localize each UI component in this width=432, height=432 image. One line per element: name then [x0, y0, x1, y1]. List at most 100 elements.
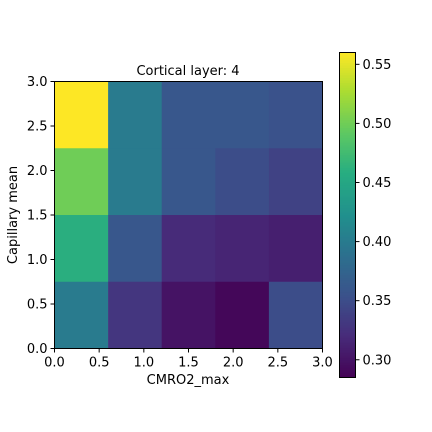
colorbar-segment [339, 300, 356, 303]
colorbar-segment [339, 250, 356, 253]
colorbar-segment [339, 115, 356, 118]
colorbar-segment [339, 307, 356, 311]
heatmap-cell [108, 215, 162, 283]
colorbar-segment [339, 327, 356, 331]
colorbar-segment [339, 170, 356, 173]
x-tick-label: 3.0 [312, 356, 333, 371]
colorbar-segment [339, 360, 356, 363]
heatmap-cell [54, 148, 109, 216]
colorbar-segment [339, 310, 356, 313]
colorbar-segment [339, 230, 356, 233]
colorbar-segment [339, 332, 356, 336]
colorbar-segment [339, 80, 356, 83]
colorbar-segment [339, 292, 356, 296]
colorbar-segment [339, 125, 356, 128]
colorbar-segment [339, 285, 356, 288]
colorbar-segment [339, 225, 356, 228]
colorbar-gradient [339, 52, 356, 378]
heatmap-cell [108, 281, 162, 349]
colorbar-segment [339, 152, 356, 156]
colorbar-segment [339, 192, 356, 196]
colorbar-segment [339, 202, 356, 206]
colorbar-segment [339, 140, 356, 143]
heatmap-cell [161, 215, 216, 283]
colorbar-segment [339, 197, 356, 201]
heatmap-cells [54, 81, 323, 349]
colorbar-segment [339, 72, 356, 76]
heatmap-cell [215, 148, 270, 216]
x-tick-label: 1.5 [178, 356, 199, 371]
colorbar-segment [339, 97, 356, 101]
colorbar-segment [339, 177, 356, 181]
colorbar-segment [339, 257, 356, 261]
colorbar-segment [339, 267, 356, 271]
y-tick-label: 1.0 [27, 253, 48, 268]
colorbar-segment [339, 147, 356, 151]
colorbar-segment [339, 325, 356, 328]
plot-frame [54, 81, 323, 349]
heatmap-cell [268, 281, 323, 349]
heatmap-cell [268, 81, 323, 149]
colorbar-segment [339, 195, 356, 198]
colorbar-segment [339, 365, 356, 368]
colorbar-segment [339, 312, 356, 316]
colorbar-segment [339, 112, 356, 116]
colorbar-segment [339, 335, 356, 338]
colorbar-segment [339, 302, 356, 306]
colorbar-segment [339, 340, 356, 343]
colorbar-segment [339, 185, 356, 188]
y-tick-label: 1.5 [27, 209, 48, 224]
colorbar-segment [339, 295, 356, 298]
colorbar-segment [339, 67, 356, 71]
colorbar-segment [339, 110, 356, 113]
colorbar-segment [339, 322, 356, 326]
colorbar-segment [339, 150, 356, 153]
colorbar-segment [339, 75, 356, 78]
colorbar-segment [339, 52, 356, 56]
chart-title: Cortical layer: 4 [136, 64, 239, 79]
colorbar-segment [339, 132, 356, 136]
colorbar-segment [339, 217, 356, 221]
colorbar-segment [339, 165, 356, 168]
colorbar-tick-label: 0.35 [363, 294, 392, 309]
heatmap-cell [215, 81, 270, 149]
colorbar-segment [339, 245, 356, 248]
heatmap-cell [108, 81, 162, 149]
colorbar-segment [339, 315, 356, 318]
y-tick-label: 0.0 [27, 342, 48, 357]
y-tick-label: 2.5 [27, 120, 48, 135]
colorbar-segment [339, 357, 356, 361]
heatmap-cell [54, 81, 109, 149]
colorbar-segment [339, 255, 356, 258]
x-axis-label: CMRO2_max [147, 373, 230, 388]
y-tick-label: 0.5 [27, 298, 48, 313]
colorbar-segment [339, 180, 356, 183]
colorbar-segment [339, 60, 356, 63]
colorbar-segment [339, 220, 356, 223]
colorbar-segment [339, 352, 356, 356]
colorbar-tick-label: 0.30 [363, 353, 392, 368]
colorbar-segment [339, 272, 356, 276]
y-axis-label: Capillary mean [6, 166, 21, 264]
colorbar-segment [339, 210, 356, 213]
colorbar-segment [339, 162, 356, 166]
colorbar-segment [339, 62, 356, 66]
colorbar-segment [339, 280, 356, 283]
colorbar-segment [339, 157, 356, 161]
colorbar-segment [339, 287, 356, 291]
colorbar-segment [339, 55, 356, 58]
heatmap-cell [161, 81, 216, 149]
colorbar-segment [339, 375, 356, 378]
colorbar-segment [339, 175, 356, 178]
colorbar-segment [339, 82, 356, 86]
colorbar-segment [339, 222, 356, 226]
colorbar-segment [339, 92, 356, 96]
colorbar-segment [339, 117, 356, 121]
colorbar-tick-label: 0.40 [363, 235, 392, 250]
colorbar-segment [339, 100, 356, 103]
colorbar-segment [339, 297, 356, 301]
heatmap-cell [161, 281, 216, 349]
colorbar-segment [339, 367, 356, 371]
colorbar-segment [339, 65, 356, 68]
y-axis: 0.0 0.5 1.0 1.5 2.0 2.5 3.0 [27, 75, 55, 357]
